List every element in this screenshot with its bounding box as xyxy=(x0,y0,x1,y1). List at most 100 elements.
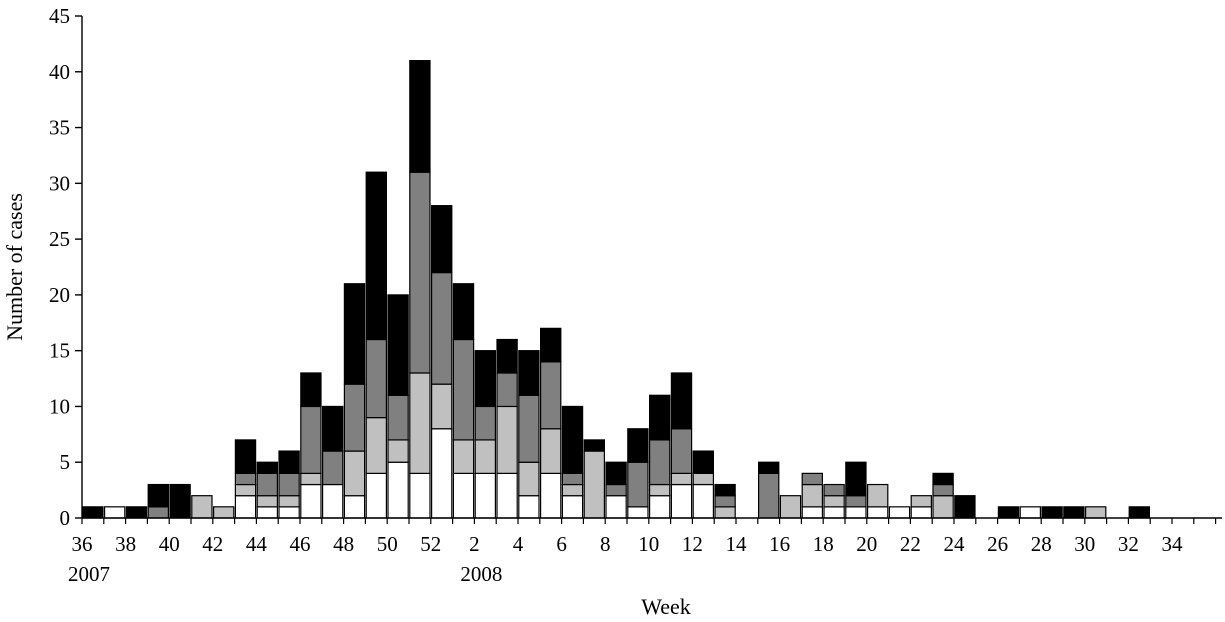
bar-segment-week-10-layer-1 xyxy=(648,483,671,497)
x-tick-label: 28 xyxy=(1031,532,1052,556)
bar-segment-week-18-layer-1 xyxy=(823,495,845,508)
y-tick-label: 20 xyxy=(49,283,70,307)
bar-segment-week-23-layer-1 xyxy=(932,495,954,519)
bar-segment-week-21-layer-0 xyxy=(888,506,911,519)
bar-segment-week-12-layer-0 xyxy=(692,483,715,519)
bar-segment-week-50-layer-1 xyxy=(365,417,388,474)
y-tick-label: 45 xyxy=(49,4,70,28)
bar-segment-week-30-layer-1 xyxy=(1084,506,1107,519)
bar-segment-week-47-layer-0 xyxy=(300,483,322,519)
bar-segment-week-1-layer-0 xyxy=(452,472,475,519)
y-tick-label: 25 xyxy=(49,227,70,251)
bar-segment-week-5-layer-1 xyxy=(539,428,562,474)
y-tick-label: 30 xyxy=(49,171,70,195)
bar-segment-week-50-layer-3 xyxy=(365,171,388,341)
x-tick-label: 48 xyxy=(333,532,354,556)
bar-segment-week-49-layer-3 xyxy=(343,283,366,385)
bar-segment-week-5-layer-3 xyxy=(539,327,562,363)
bar-segment-week-53-layer-2 xyxy=(431,271,453,385)
bar-segment-week-3-layer-3 xyxy=(496,338,518,374)
bar-segment-week-19-layer-3 xyxy=(845,461,867,497)
bar-segment-week-8-layer-2 xyxy=(605,483,627,497)
bar-segment-week-20-layer-0 xyxy=(866,506,889,519)
bar-segment-week-7-layer-1 xyxy=(583,450,606,519)
bar-segment-week-44-layer-3 xyxy=(234,439,257,474)
bar-segment-week-48-layer-3 xyxy=(322,405,344,452)
bar-segment-week-13-layer-3 xyxy=(714,483,736,497)
bar-segment-week-12-layer-3 xyxy=(692,450,715,474)
bar-segment-week-45-layer-2 xyxy=(256,472,279,497)
bar-segment-week-53-layer-0 xyxy=(431,428,453,519)
bar-segment-week-49-layer-2 xyxy=(343,383,366,452)
bar-segment-week-13-layer-2 xyxy=(714,495,736,508)
x-tick-label: 10 xyxy=(638,532,659,556)
bar-segment-week-47-layer-2 xyxy=(300,405,322,474)
bar-segment-week-1-layer-2 xyxy=(452,338,475,441)
x-tick-label: 52 xyxy=(420,532,441,556)
bar-segment-week-52-layer-2 xyxy=(409,171,431,374)
bar-segment-week-11-layer-0 xyxy=(670,483,693,519)
bar-segment-week-13-layer-1 xyxy=(714,506,736,519)
bar-segment-week-3-layer-2 xyxy=(496,372,518,408)
x-tick-label: 12 xyxy=(682,532,703,556)
bar-segment-week-23-layer-2 xyxy=(932,483,954,497)
bar-segment-week-44-layer-1 xyxy=(234,483,257,497)
bar-segment-week-18-layer-0 xyxy=(823,506,845,519)
bar-segment-week-17-layer-2 xyxy=(801,472,824,486)
bar-segment-week-15-layer-2 xyxy=(757,472,780,519)
x-tick-label: 26 xyxy=(987,532,1008,556)
bar-segment-week-48-layer-0 xyxy=(322,483,344,519)
x-tick-label: 50 xyxy=(377,532,398,556)
x-tick-label: 8 xyxy=(600,532,611,556)
bar-segment-week-8-layer-3 xyxy=(605,461,627,486)
bar-segment-week-15-layer-3 xyxy=(757,461,780,474)
x-tick-label: 30 xyxy=(1074,532,1095,556)
bar-segment-week-5-layer-0 xyxy=(539,472,562,519)
bar-segment-week-12-layer-1 xyxy=(692,472,715,486)
bar-segment-week-29-layer-3 xyxy=(1063,506,1085,519)
bar-segment-week-48-layer-2 xyxy=(322,450,344,486)
bar-segment-week-40-layer-3 xyxy=(147,483,169,508)
bar-segment-week-39-layer-3 xyxy=(125,506,148,519)
bar-segment-week-22-layer-1 xyxy=(910,495,933,508)
bar-segment-week-47-layer-1 xyxy=(300,472,322,486)
bar-segment-week-3-layer-1 xyxy=(496,405,518,474)
bar-segment-week-46-layer-1 xyxy=(278,495,300,508)
bar-segment-week-46-layer-0 xyxy=(278,506,300,519)
bar-segment-week-5-layer-2 xyxy=(539,361,562,430)
bar-segment-week-20-layer-1 xyxy=(866,483,889,508)
y-tick-label: 40 xyxy=(49,60,70,84)
x-tick-label: 34 xyxy=(1162,532,1184,556)
bar-segment-week-27-layer-0 xyxy=(1019,506,1042,519)
bars-layer xyxy=(82,60,1150,519)
bar-segment-week-49-layer-1 xyxy=(343,450,366,497)
y-tick-label: 35 xyxy=(49,116,70,140)
x-tick-label: 14 xyxy=(726,532,748,556)
bar-segment-week-38-layer-0 xyxy=(103,506,126,519)
bar-segment-week-11-layer-1 xyxy=(670,472,693,486)
bar-segment-week-11-layer-2 xyxy=(670,428,693,474)
x-tick-label: 6 xyxy=(556,532,567,556)
bar-segment-week-50-layer-0 xyxy=(365,472,388,519)
bar-segment-week-4-layer-3 xyxy=(518,350,540,396)
bar-segment-week-22-layer-0 xyxy=(910,506,933,519)
x-tick-label: 22 xyxy=(900,532,921,556)
axes-layer xyxy=(75,15,1222,524)
bar-segment-week-19-layer-2 xyxy=(845,495,867,508)
bar-segment-week-9-layer-2 xyxy=(627,461,649,508)
bar-segment-week-45-layer-1 xyxy=(256,495,279,508)
bar-segment-week-4-layer-0 xyxy=(518,495,540,519)
bar-segment-week-2-layer-2 xyxy=(474,405,497,441)
bar-segment-week-11-layer-3 xyxy=(670,372,693,430)
bar-segment-week-1-layer-3 xyxy=(452,283,475,341)
year-label: 2007 xyxy=(68,562,110,586)
y-tick-label: 0 xyxy=(60,506,71,530)
bar-segment-week-45-layer-3 xyxy=(256,461,279,474)
x-axis-title: Week xyxy=(641,594,691,619)
x-tick-label: 44 xyxy=(246,532,268,556)
bar-segment-week-19-layer-0 xyxy=(845,506,867,519)
bar-segment-week-7-layer-3 xyxy=(583,439,606,452)
bar-segment-week-1-layer-1 xyxy=(452,439,475,474)
year-label: 2008 xyxy=(460,562,502,586)
